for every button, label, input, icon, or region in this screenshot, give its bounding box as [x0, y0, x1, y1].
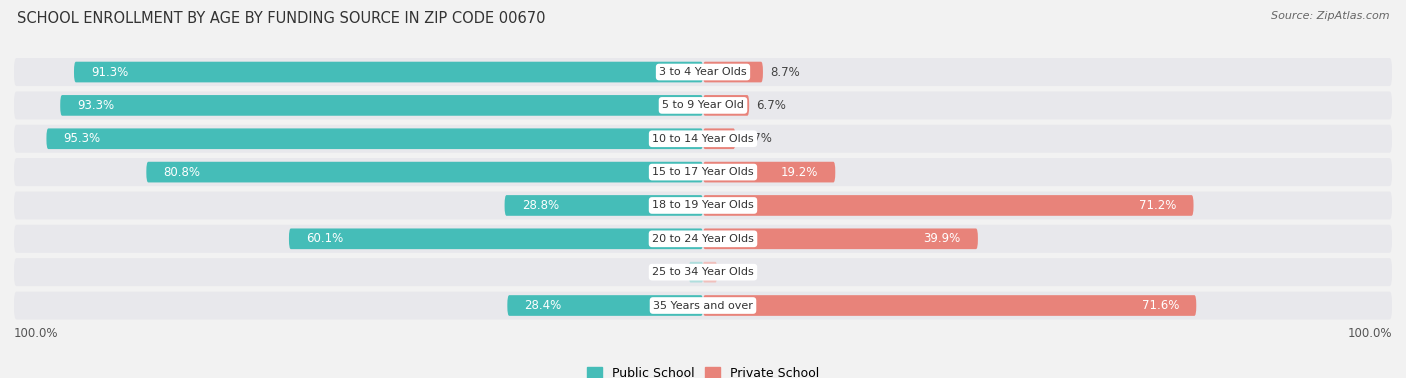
- FancyBboxPatch shape: [703, 95, 749, 116]
- FancyBboxPatch shape: [14, 258, 1392, 286]
- Text: 93.3%: 93.3%: [77, 99, 114, 112]
- Text: 4.7%: 4.7%: [742, 132, 772, 145]
- Text: Source: ZipAtlas.com: Source: ZipAtlas.com: [1271, 11, 1389, 21]
- Text: 8.7%: 8.7%: [770, 65, 800, 79]
- FancyBboxPatch shape: [75, 62, 703, 82]
- Text: 0.0%: 0.0%: [720, 266, 749, 279]
- FancyBboxPatch shape: [14, 191, 1392, 220]
- FancyBboxPatch shape: [703, 162, 835, 183]
- FancyBboxPatch shape: [14, 291, 1392, 319]
- Legend: Public School, Private School: Public School, Private School: [582, 362, 824, 378]
- FancyBboxPatch shape: [146, 162, 703, 183]
- Text: 20 to 24 Year Olds: 20 to 24 Year Olds: [652, 234, 754, 244]
- Text: 71.6%: 71.6%: [1142, 299, 1180, 312]
- Text: 10 to 14 Year Olds: 10 to 14 Year Olds: [652, 134, 754, 144]
- FancyBboxPatch shape: [290, 228, 703, 249]
- FancyBboxPatch shape: [703, 295, 1197, 316]
- Text: 39.9%: 39.9%: [924, 232, 960, 245]
- Text: 3 to 4 Year Olds: 3 to 4 Year Olds: [659, 67, 747, 77]
- FancyBboxPatch shape: [46, 129, 703, 149]
- FancyBboxPatch shape: [14, 158, 1392, 186]
- Text: 25 to 34 Year Olds: 25 to 34 Year Olds: [652, 267, 754, 277]
- FancyBboxPatch shape: [703, 62, 763, 82]
- FancyBboxPatch shape: [703, 129, 735, 149]
- Text: 6.7%: 6.7%: [756, 99, 786, 112]
- FancyBboxPatch shape: [14, 225, 1392, 253]
- Text: 0.0%: 0.0%: [657, 266, 686, 279]
- FancyBboxPatch shape: [689, 262, 703, 282]
- Text: 80.8%: 80.8%: [163, 166, 201, 178]
- Text: 100.0%: 100.0%: [1347, 327, 1392, 339]
- Text: 35 Years and over: 35 Years and over: [652, 301, 754, 310]
- FancyBboxPatch shape: [703, 195, 1194, 216]
- FancyBboxPatch shape: [14, 125, 1392, 153]
- Text: 15 to 17 Year Olds: 15 to 17 Year Olds: [652, 167, 754, 177]
- Text: 18 to 19 Year Olds: 18 to 19 Year Olds: [652, 200, 754, 211]
- FancyBboxPatch shape: [60, 95, 703, 116]
- Text: 19.2%: 19.2%: [780, 166, 818, 178]
- Text: 91.3%: 91.3%: [91, 65, 128, 79]
- Text: 28.8%: 28.8%: [522, 199, 560, 212]
- FancyBboxPatch shape: [508, 295, 703, 316]
- FancyBboxPatch shape: [703, 262, 717, 282]
- Text: 95.3%: 95.3%: [63, 132, 101, 145]
- Text: SCHOOL ENROLLMENT BY AGE BY FUNDING SOURCE IN ZIP CODE 00670: SCHOOL ENROLLMENT BY AGE BY FUNDING SOUR…: [17, 11, 546, 26]
- FancyBboxPatch shape: [14, 91, 1392, 119]
- FancyBboxPatch shape: [14, 58, 1392, 86]
- Text: 60.1%: 60.1%: [307, 232, 343, 245]
- Text: 28.4%: 28.4%: [524, 299, 562, 312]
- Text: 100.0%: 100.0%: [14, 327, 59, 339]
- Text: 71.2%: 71.2%: [1139, 199, 1177, 212]
- FancyBboxPatch shape: [505, 195, 703, 216]
- Text: 5 to 9 Year Old: 5 to 9 Year Old: [662, 101, 744, 110]
- FancyBboxPatch shape: [703, 228, 979, 249]
